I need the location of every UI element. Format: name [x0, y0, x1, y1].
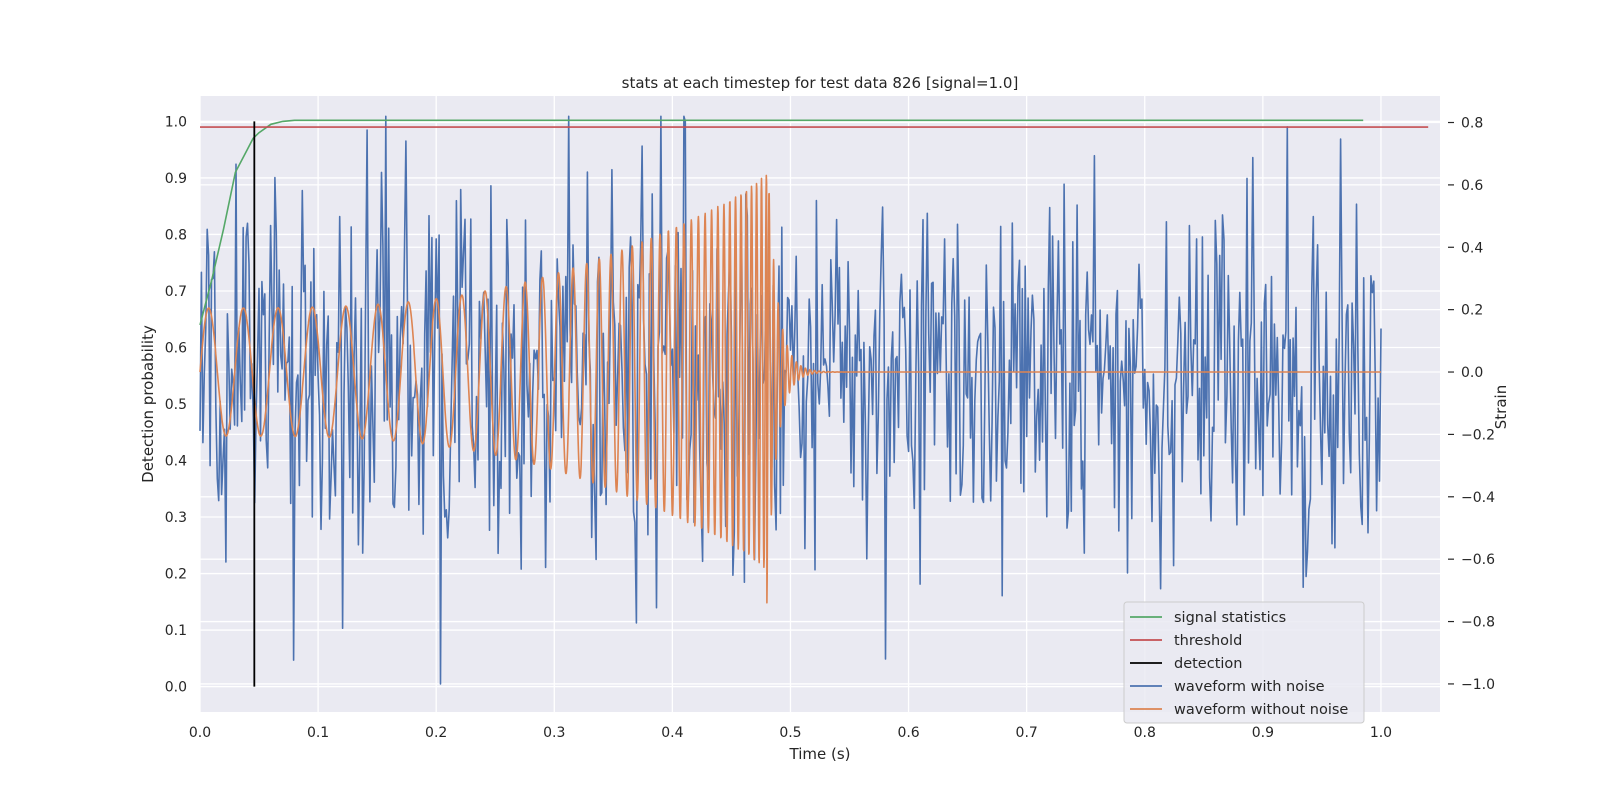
y-tick-label: 0.3 — [165, 510, 187, 526]
y-tick-label: 0.5 — [165, 397, 187, 413]
x-tick-label: 0.8 — [1134, 725, 1156, 741]
x-tick-label: 0.2 — [425, 725, 447, 741]
y2-tick-label: −1.0 — [1461, 677, 1495, 693]
waveform-with-noise-line — [199, 115, 1382, 685]
y2-tick-label: 0.6 — [1461, 178, 1483, 194]
x-tick-label: 0.4 — [661, 725, 683, 741]
y2-tick-label: −0.6 — [1461, 552, 1495, 568]
x-tick-label: 0.7 — [1016, 725, 1038, 741]
legend-label: signal statistics — [1174, 610, 1286, 626]
x-tick-label: 0.3 — [543, 725, 565, 741]
legend-label: detection — [1174, 656, 1242, 672]
y2-tick-label: 0.4 — [1461, 240, 1483, 256]
legend-label: waveform without noise — [1174, 702, 1348, 718]
y2-tick-label: −0.4 — [1461, 490, 1495, 506]
legend: signal statistics threshold detection wavef… — [1123, 601, 1365, 724]
y2-axis-label: Strain — [1492, 385, 1510, 429]
x-tick-label: 0.9 — [1252, 725, 1274, 741]
x-tick-label: 0.1 — [307, 725, 329, 741]
y-tick-label: 0.8 — [165, 227, 187, 243]
y2-tick-label: 0.2 — [1461, 303, 1483, 319]
x-axis-label: Time (s) — [789, 745, 851, 763]
y-tick-label: 0.1 — [165, 623, 187, 639]
y-axis-label: Detection probability — [139, 325, 157, 483]
y-tick-label: 0.4 — [165, 454, 187, 470]
y2-tick-label: −0.8 — [1461, 615, 1495, 631]
y2-tick-label: 0.8 — [1461, 116, 1483, 132]
x-tick-label: 0.6 — [897, 725, 919, 741]
x-tick-label: 0.5 — [779, 725, 801, 741]
y2-tick-label: 0.0 — [1461, 365, 1483, 381]
waveform-without-noise-line — [199, 174, 1382, 604]
legend-box — [1123, 601, 1365, 724]
signal-statistics-line — [199, 119, 1364, 326]
y-tick-label: 0.9 — [165, 171, 187, 187]
y-tick-label: 0.6 — [165, 340, 187, 356]
y-tick-label: 0.0 — [165, 680, 187, 696]
tick-layer: 0.0 0.1 0.2 0.3 0.4 0.5 0.6 0.7 0.8 0.9 1.0 0.0 0.1 0… — [165, 114, 1495, 741]
x-tick-label: 1.0 — [1370, 725, 1392, 741]
legend-label: waveform with noise — [1174, 679, 1325, 695]
x-tick-label: 0.0 — [189, 725, 211, 741]
y-tick-label: 1.0 — [165, 114, 187, 130]
y2-tick-label: −0.2 — [1461, 427, 1495, 443]
y-tick-label: 0.7 — [165, 284, 187, 300]
chart-title: stats at each timestep for test data 826… — [622, 74, 1019, 92]
series-layer — [199, 115, 1429, 687]
legend-label: threshold — [1174, 633, 1242, 649]
y-tick-label: 0.2 — [165, 567, 187, 583]
